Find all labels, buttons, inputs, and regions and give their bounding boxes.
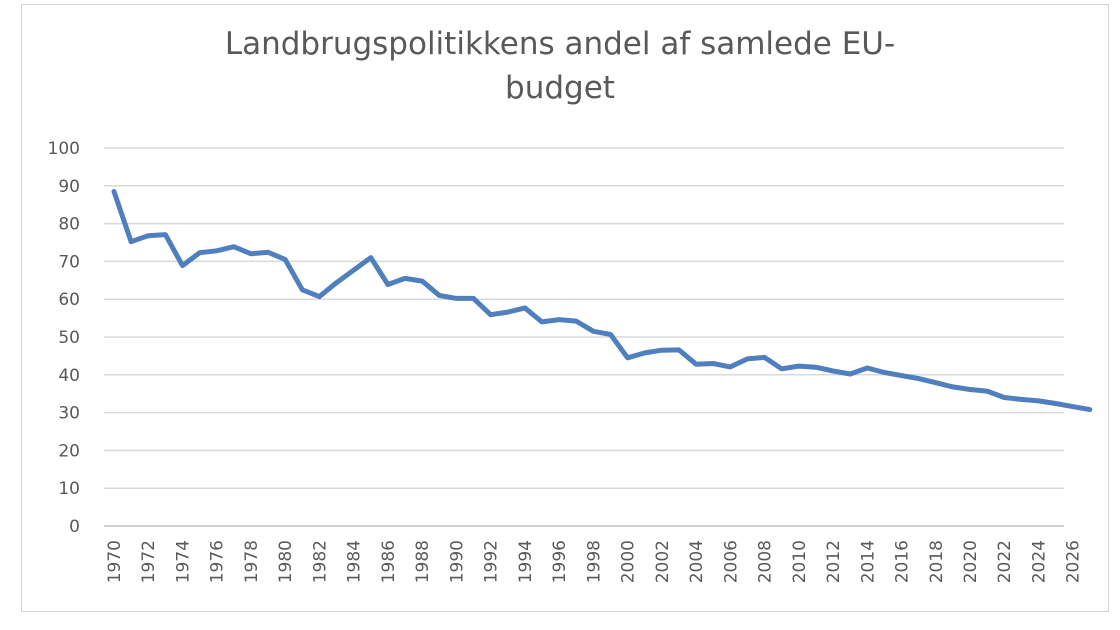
y-tick-label: 20 (58, 441, 80, 461)
x-axis-ticks: 1970 1972 1974 1976 1978 1980 1982 1984 1986 1988… (105, 540, 1084, 583)
x-tick-label: 1988 (413, 540, 433, 583)
x-tick-label: 1998 (584, 540, 604, 583)
chart-title-line-2: budget (505, 70, 615, 106)
y-tick-label: 10 (58, 479, 80, 499)
x-tick-label: 1990 (447, 540, 467, 583)
x-tick-label: 2016 (893, 540, 913, 583)
x-tick-label: 1984 (345, 540, 365, 583)
y-tick-label: 50 (58, 328, 80, 348)
x-tick-label: 2026 (1064, 540, 1084, 583)
x-tick-label: 1974 (173, 540, 193, 583)
x-tick-label: 2022 (995, 540, 1015, 583)
y-tick-label: 60 (58, 290, 80, 310)
chart-frame (21, 4, 1109, 612)
chart-title-line-1: Landbrugspolitikkens andel af samlede EU… (224, 26, 896, 62)
x-tick-label: 1970 (105, 540, 125, 583)
y-tick-label: 70 (58, 252, 80, 272)
series-line (111, 189, 1093, 413)
x-tick-label: 2000 (619, 540, 639, 583)
x-tick-label: 2006 (721, 540, 741, 583)
y-axis-ticks: 0 10 20 30 40 50 60 70 80 90 100 (48, 139, 80, 537)
y-tick-label: 80 (58, 215, 80, 235)
y-tick-label: 90 (58, 177, 80, 197)
x-tick-label: 2012 (824, 540, 844, 583)
x-tick-label: 2018 (927, 540, 947, 583)
x-tick-label: 2002 (653, 540, 673, 583)
x-tick-label: 1982 (310, 540, 330, 583)
x-tick-label: 1976 (208, 540, 228, 583)
x-tick-label: 2014 (858, 540, 878, 583)
y-tick-label: 40 (58, 366, 80, 386)
y-tick-label: 0 (69, 517, 80, 537)
x-tick-label: 1986 (379, 540, 399, 583)
x-tick-label: 1994 (516, 540, 536, 583)
x-tick-label: 2004 (687, 540, 707, 583)
x-tick-label: 1996 (550, 540, 570, 583)
x-tick-label: 2024 (1029, 540, 1049, 583)
chart-title: Landbrugspolitikkens andel af samlede EU… (0, 22, 1120, 110)
x-tick-label: 1978 (242, 540, 262, 583)
y-tick-label: 100 (48, 139, 80, 159)
y-tick-label: 30 (58, 404, 80, 424)
x-tick-label: 2008 (756, 540, 776, 583)
gridlines (104, 147, 1064, 527)
x-tick-label: 1972 (139, 540, 159, 583)
series (111, 189, 1093, 413)
x-tick-label: 1992 (482, 540, 502, 583)
x-tick-label: 1980 (276, 540, 296, 583)
x-tick-label: 2010 (790, 540, 810, 583)
x-tick-label: 2020 (961, 540, 981, 583)
